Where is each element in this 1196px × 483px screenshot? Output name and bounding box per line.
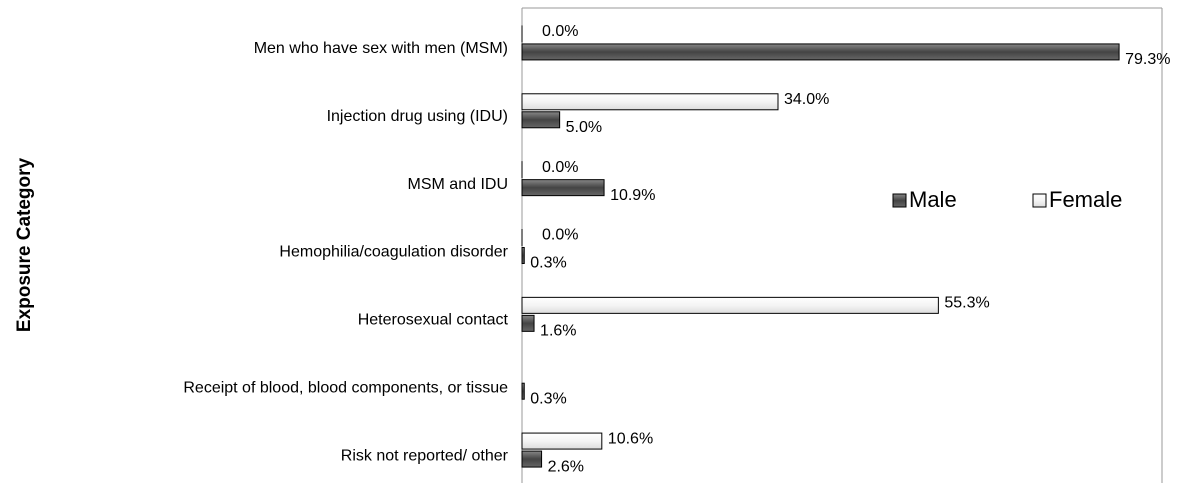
value-label: 0.0% [542, 23, 578, 40]
legend: Male Female [892, 187, 1122, 212]
value-label: 10.6% [608, 430, 653, 447]
legend-swatch [1032, 193, 1047, 208]
value-label: 0.0% [542, 227, 578, 244]
bar [521, 382, 525, 400]
value-label: 79.3% [1125, 51, 1170, 68]
category-label: Men who have sex with men (MSM) [254, 40, 508, 57]
legend-label: Male [909, 187, 957, 212]
value-label: 10.9% [610, 187, 655, 204]
bar [521, 179, 605, 197]
category-label: Hemophilia/coagulation disorder [279, 244, 508, 261]
y-axis-title: Exposure Category [14, 157, 35, 332]
bar [521, 314, 535, 332]
value-label: 0.3% [530, 390, 566, 407]
bar [521, 43, 1120, 61]
bar [521, 450, 543, 468]
value-label: 55.3% [944, 295, 989, 312]
value-label: 2.6% [548, 458, 584, 475]
bar [521, 296, 939, 314]
value-label: 0.3% [530, 255, 566, 272]
legend-label: Female [1049, 187, 1122, 212]
category-label: Risk not reported/ other [341, 447, 509, 464]
value-label: 34.0% [784, 91, 829, 108]
category-label: Heterosexual contact [358, 312, 509, 329]
value-label: 5.0% [566, 119, 602, 136]
value-label: 1.6% [540, 323, 576, 340]
bar [521, 93, 779, 111]
legend-swatch [892, 193, 907, 208]
bar [521, 432, 603, 450]
category-label: Injection drug using (IDU) [327, 108, 508, 125]
value-label: 0.0% [542, 159, 578, 176]
category-label: MSM and IDU [408, 176, 508, 193]
bar [521, 247, 525, 264]
category-label: Receipt of blood, blood components, or t… [183, 379, 508, 396]
bar [521, 111, 561, 129]
